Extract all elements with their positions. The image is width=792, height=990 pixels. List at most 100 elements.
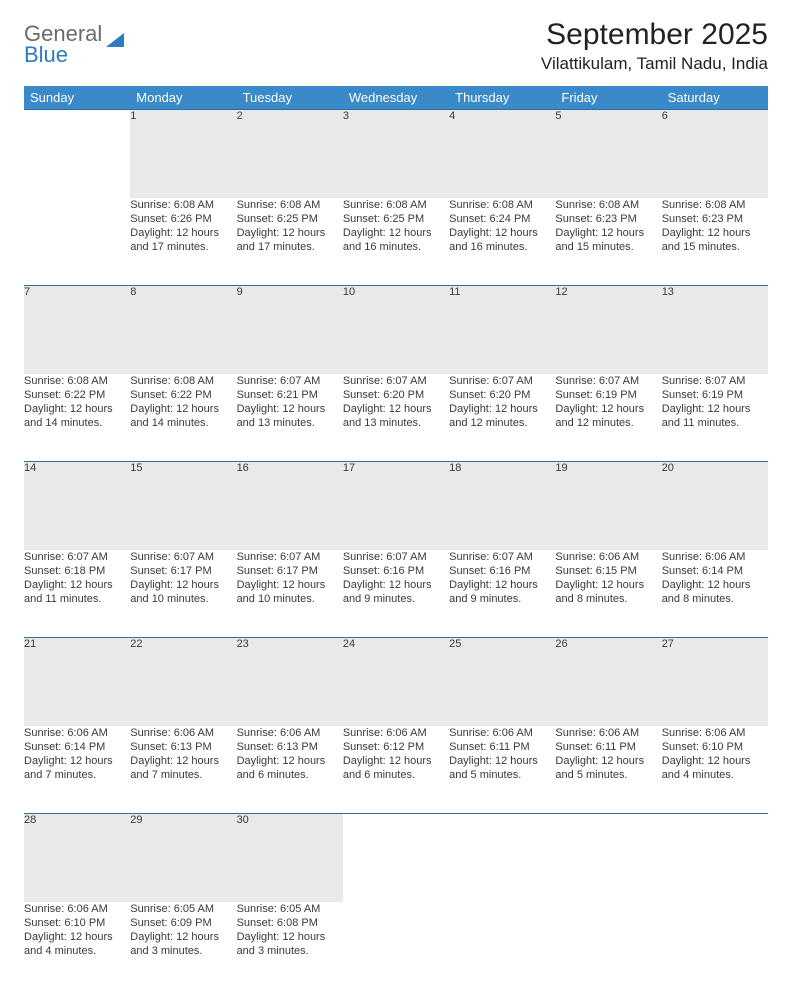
sunset-text: Sunset: 6:14 PM — [24, 740, 130, 754]
sunrise-text: Sunrise: 6:07 AM — [662, 374, 768, 388]
day-number-row: 78910111213 — [24, 286, 768, 374]
daylight-text: Daylight: 12 hours and 10 minutes. — [237, 578, 343, 606]
day-number-cell: 25 — [449, 638, 555, 726]
sunrise-text: Sunrise: 6:08 AM — [237, 198, 343, 212]
sunset-text: Sunset: 6:10 PM — [662, 740, 768, 754]
day-info-cell: Sunrise: 6:08 AMSunset: 6:25 PMDaylight:… — [343, 198, 449, 286]
day-number-cell — [24, 110, 130, 198]
sunset-text: Sunset: 6:18 PM — [24, 564, 130, 578]
day-info-row: Sunrise: 6:08 AMSunset: 6:26 PMDaylight:… — [24, 198, 768, 286]
sunset-text: Sunset: 6:22 PM — [24, 388, 130, 402]
sunrise-text: Sunrise: 6:06 AM — [24, 726, 130, 740]
daylight-text: Daylight: 12 hours and 3 minutes. — [237, 930, 343, 958]
sunrise-text: Sunrise: 6:06 AM — [237, 726, 343, 740]
sunrise-text: Sunrise: 6:08 AM — [130, 198, 236, 212]
day-info-cell: Sunrise: 6:05 AMSunset: 6:08 PMDaylight:… — [237, 902, 343, 990]
sunset-text: Sunset: 6:13 PM — [130, 740, 236, 754]
sunrise-text: Sunrise: 6:06 AM — [555, 726, 661, 740]
day-header: Sunday — [24, 86, 130, 110]
day-header: Wednesday — [343, 86, 449, 110]
day-info-cell: Sunrise: 6:07 AMSunset: 6:20 PMDaylight:… — [343, 374, 449, 462]
day-number-cell — [555, 814, 661, 902]
day-info-cell: Sunrise: 6:07 AMSunset: 6:19 PMDaylight:… — [662, 374, 768, 462]
daylight-text: Daylight: 12 hours and 5 minutes. — [555, 754, 661, 782]
day-header-row: SundayMondayTuesdayWednesdayThursdayFrid… — [24, 86, 768, 110]
sunset-text: Sunset: 6:20 PM — [449, 388, 555, 402]
day-info-cell: Sunrise: 6:06 AMSunset: 6:10 PMDaylight:… — [662, 726, 768, 814]
daylight-text: Daylight: 12 hours and 17 minutes. — [130, 226, 236, 254]
daylight-text: Daylight: 12 hours and 9 minutes. — [343, 578, 449, 606]
sunrise-text: Sunrise: 6:06 AM — [449, 726, 555, 740]
day-number-cell — [343, 814, 449, 902]
calendar-table: SundayMondayTuesdayWednesdayThursdayFrid… — [24, 86, 768, 990]
day-number-cell: 28 — [24, 814, 130, 902]
day-number-cell: 12 — [555, 286, 661, 374]
daylight-text: Daylight: 12 hours and 3 minutes. — [130, 930, 236, 958]
day-number-cell: 8 — [130, 286, 236, 374]
day-number-cell: 2 — [237, 110, 343, 198]
sunrise-text: Sunrise: 6:07 AM — [555, 374, 661, 388]
sunrise-text: Sunrise: 6:07 AM — [130, 550, 236, 564]
day-number-cell: 18 — [449, 462, 555, 550]
day-info-cell: Sunrise: 6:08 AMSunset: 6:23 PMDaylight:… — [555, 198, 661, 286]
day-number-cell: 4 — [449, 110, 555, 198]
daylight-text: Daylight: 12 hours and 5 minutes. — [449, 754, 555, 782]
day-number-cell: 19 — [555, 462, 661, 550]
sunrise-text: Sunrise: 6:08 AM — [24, 374, 130, 388]
day-info-cell: Sunrise: 6:07 AMSunset: 6:16 PMDaylight:… — [343, 550, 449, 638]
sunrise-text: Sunrise: 6:08 AM — [555, 198, 661, 212]
logo: General Blue — [24, 24, 124, 66]
day-info-cell: Sunrise: 6:06 AMSunset: 6:13 PMDaylight:… — [237, 726, 343, 814]
daylight-text: Daylight: 12 hours and 8 minutes. — [555, 578, 661, 606]
daylight-text: Daylight: 12 hours and 15 minutes. — [662, 226, 768, 254]
daylight-text: Daylight: 12 hours and 14 minutes. — [130, 402, 236, 430]
day-info-cell — [662, 902, 768, 990]
sunrise-text: Sunrise: 6:06 AM — [130, 726, 236, 740]
day-number-cell: 17 — [343, 462, 449, 550]
sunrise-text: Sunrise: 6:08 AM — [343, 198, 449, 212]
day-info-cell: Sunrise: 6:08 AMSunset: 6:25 PMDaylight:… — [237, 198, 343, 286]
sunrise-text: Sunrise: 6:07 AM — [343, 374, 449, 388]
day-number-cell: 27 — [662, 638, 768, 726]
day-info-cell: Sunrise: 6:07 AMSunset: 6:20 PMDaylight:… — [449, 374, 555, 462]
day-number-cell: 7 — [24, 286, 130, 374]
daylight-text: Daylight: 12 hours and 12 minutes. — [449, 402, 555, 430]
day-info-cell — [449, 902, 555, 990]
sunrise-text: Sunrise: 6:07 AM — [24, 550, 130, 564]
day-number-cell: 21 — [24, 638, 130, 726]
sunrise-text: Sunrise: 6:06 AM — [343, 726, 449, 740]
sunrise-text: Sunrise: 6:07 AM — [343, 550, 449, 564]
sunset-text: Sunset: 6:12 PM — [343, 740, 449, 754]
location-text: Vilattikulam, Tamil Nadu, India — [541, 54, 768, 74]
sunset-text: Sunset: 6:16 PM — [343, 564, 449, 578]
day-number-cell: 14 — [24, 462, 130, 550]
day-info-cell: Sunrise: 6:07 AMSunset: 6:21 PMDaylight:… — [237, 374, 343, 462]
day-number-cell: 22 — [130, 638, 236, 726]
sunset-text: Sunset: 6:09 PM — [130, 916, 236, 930]
sunset-text: Sunset: 6:17 PM — [237, 564, 343, 578]
daylight-text: Daylight: 12 hours and 13 minutes. — [237, 402, 343, 430]
sunset-text: Sunset: 6:20 PM — [343, 388, 449, 402]
sunrise-text: Sunrise: 6:06 AM — [24, 902, 130, 916]
logo-sail-icon — [106, 33, 124, 47]
logo-text: General Blue — [24, 24, 102, 66]
calendar-body: 123456Sunrise: 6:08 AMSunset: 6:26 PMDay… — [24, 110, 768, 990]
daylight-text: Daylight: 12 hours and 11 minutes. — [24, 578, 130, 606]
day-number-cell: 23 — [237, 638, 343, 726]
sunrise-text: Sunrise: 6:06 AM — [662, 726, 768, 740]
day-info-cell: Sunrise: 6:06 AMSunset: 6:10 PMDaylight:… — [24, 902, 130, 990]
day-info-cell: Sunrise: 6:08 AMSunset: 6:22 PMDaylight:… — [24, 374, 130, 462]
day-header: Saturday — [662, 86, 768, 110]
day-info-row: Sunrise: 6:06 AMSunset: 6:14 PMDaylight:… — [24, 726, 768, 814]
sunset-text: Sunset: 6:15 PM — [555, 564, 661, 578]
sunrise-text: Sunrise: 6:06 AM — [555, 550, 661, 564]
sunset-text: Sunset: 6:13 PM — [237, 740, 343, 754]
day-number-cell: 26 — [555, 638, 661, 726]
day-number-cell — [662, 814, 768, 902]
calendar-head: SundayMondayTuesdayWednesdayThursdayFrid… — [24, 86, 768, 110]
daylight-text: Daylight: 12 hours and 4 minutes. — [662, 754, 768, 782]
daylight-text: Daylight: 12 hours and 7 minutes. — [130, 754, 236, 782]
sunset-text: Sunset: 6:23 PM — [555, 212, 661, 226]
day-number-cell: 24 — [343, 638, 449, 726]
day-info-cell: Sunrise: 6:08 AMSunset: 6:24 PMDaylight:… — [449, 198, 555, 286]
